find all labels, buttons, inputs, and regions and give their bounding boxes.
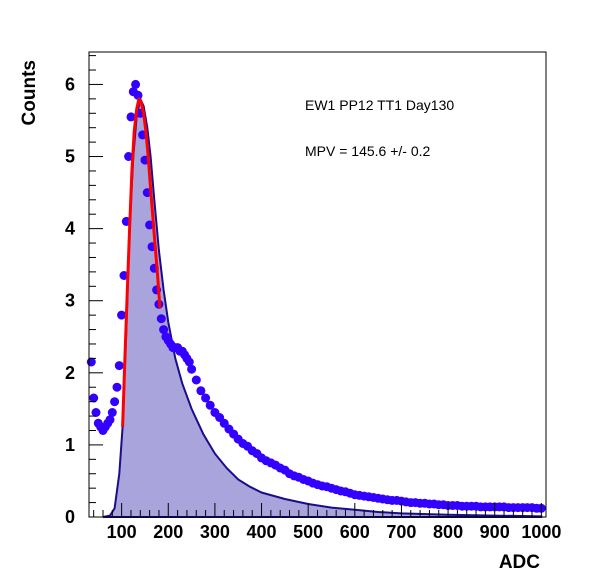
data-point	[191, 375, 201, 385]
data-point	[117, 310, 127, 320]
data-point	[89, 393, 99, 403]
y-tick-label: 2	[65, 363, 75, 383]
x-tick-label: 100	[107, 522, 137, 542]
data-point	[105, 415, 115, 425]
y-axis-title: Counts	[19, 60, 40, 125]
data-point	[196, 386, 206, 396]
y-tick-label: 4	[65, 219, 75, 239]
data-point	[187, 364, 197, 374]
data-point	[159, 325, 169, 335]
y-tick-label: 1	[65, 435, 75, 455]
x-tick-label: 900	[480, 522, 510, 542]
reference-histogram-area	[102, 95, 543, 518]
y-tick-label: 3	[65, 291, 75, 311]
x-tick-label: 700	[386, 522, 416, 542]
x-tick-label: 200	[153, 522, 183, 542]
y-tick-label: 5	[65, 147, 75, 167]
x-tick-label: 400	[247, 522, 277, 542]
data-point	[110, 397, 120, 407]
x-tick-label: 500	[293, 522, 323, 542]
x-tick-label: 800	[433, 522, 463, 542]
data-point	[156, 314, 166, 324]
y-tick-label: 0	[65, 507, 75, 527]
data-point	[201, 393, 211, 403]
y-tick-label: 6	[65, 74, 75, 94]
fit-curve	[121, 97, 162, 427]
data-point	[126, 112, 136, 122]
data-point	[114, 361, 124, 371]
data-point	[205, 400, 215, 410]
data-point	[107, 408, 117, 417]
data-point	[124, 152, 134, 161]
data-point	[112, 382, 122, 392]
data-point	[91, 408, 101, 417]
data-point	[184, 357, 194, 367]
data-point	[131, 79, 141, 89]
x-tick-label: 1000	[521, 522, 561, 542]
plot-area: 100 200 300 400 500 600 700 800 900 1000 0 1 2 3 4 5 6	[65, 51, 561, 542]
data-point	[119, 271, 129, 280]
x-tick-label: 600	[340, 522, 370, 542]
annotation-mpv: MPV = 145.6 +/- 0.2	[305, 143, 431, 159]
x-tick-label: 300	[200, 522, 230, 542]
annotation-title: EW1 PP12 TT1 Day130	[305, 97, 454, 113]
data-point	[133, 90, 143, 100]
x-axis-title: ADC	[499, 552, 540, 573]
